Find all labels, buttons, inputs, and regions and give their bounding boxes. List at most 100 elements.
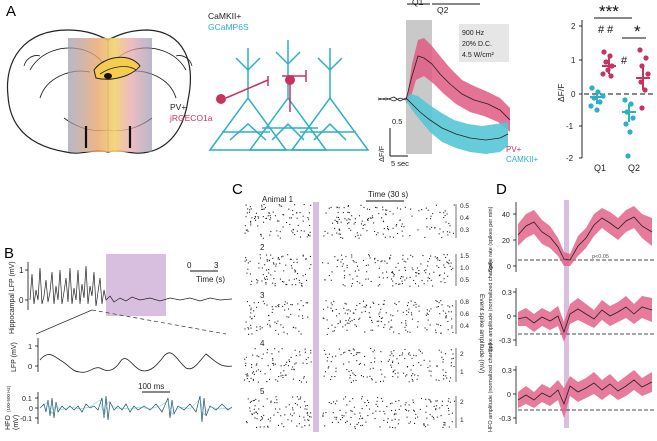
raster-dot xyxy=(277,380,279,382)
raster-dot xyxy=(402,235,404,237)
d1-ytick-40: 40 xyxy=(502,212,510,219)
raster-dot xyxy=(367,219,369,221)
raster-dot xyxy=(267,425,269,427)
raster-dot xyxy=(351,410,353,412)
raster-dot xyxy=(444,215,446,217)
lfp-time-end: 3 xyxy=(214,261,219,270)
raster-dot xyxy=(353,355,355,357)
raster-dot xyxy=(349,377,351,379)
raster-dot xyxy=(285,283,287,285)
raster-dot xyxy=(426,329,428,331)
raster-dot xyxy=(385,209,387,211)
raster-dot xyxy=(272,262,274,264)
raster-dot xyxy=(287,419,289,421)
raster-dot xyxy=(352,398,354,400)
raster-dot xyxy=(344,275,346,277)
raster-dot xyxy=(268,260,270,262)
raster-dot xyxy=(394,369,396,371)
raster-dot xyxy=(430,218,432,220)
raster-dot xyxy=(295,355,297,357)
raster-dot xyxy=(336,266,338,268)
raster-dot xyxy=(322,317,324,319)
raster-dot xyxy=(354,324,356,326)
raster-dot xyxy=(260,416,262,418)
raster-dot xyxy=(399,283,401,285)
raster-dot xyxy=(382,272,384,274)
raster-dot xyxy=(245,362,247,364)
raster-dot xyxy=(284,301,286,303)
raster-animal-4: 4 xyxy=(260,339,265,348)
raster-dot xyxy=(424,327,426,329)
raster-dot xyxy=(255,370,257,372)
raster-dot xyxy=(367,415,369,417)
raster-dot xyxy=(250,208,252,210)
raster-dot xyxy=(361,284,363,286)
raster-dot xyxy=(245,204,247,206)
raster-dot xyxy=(351,215,353,217)
raster-dot xyxy=(442,426,444,428)
raster-dot xyxy=(251,414,253,416)
raster-dot xyxy=(395,225,397,227)
raster-dot xyxy=(374,230,376,232)
raster-dot xyxy=(409,276,411,278)
raster-dot xyxy=(401,223,403,225)
raster-dot xyxy=(453,400,455,402)
raster-dot xyxy=(388,229,390,231)
raster-dot xyxy=(343,307,345,309)
raster-dot xyxy=(275,265,277,267)
raster-dot xyxy=(389,258,391,260)
neuron-label-camk-indicator: GCaMP6S xyxy=(208,22,249,32)
raster-dot xyxy=(400,208,402,210)
raster-dot xyxy=(424,236,426,238)
raster-dot xyxy=(358,318,360,320)
raster-dot xyxy=(395,283,397,285)
raster-dot xyxy=(253,412,255,414)
raster-dot xyxy=(450,311,452,313)
raster-dot xyxy=(443,374,445,376)
raster-dot xyxy=(431,226,433,228)
raster-dot xyxy=(368,255,370,257)
raster-dot xyxy=(300,230,302,232)
raster-dot xyxy=(250,312,252,314)
raster-dot xyxy=(296,261,298,263)
raster-dot xyxy=(283,331,285,333)
raster-dot xyxy=(257,381,259,383)
raster-dot xyxy=(288,279,290,281)
raster-dot xyxy=(341,417,343,419)
raster-dot xyxy=(298,330,300,332)
raster-dot xyxy=(255,411,257,413)
raster-dot xyxy=(370,280,372,282)
raster-dot xyxy=(246,212,248,214)
raster-dot xyxy=(296,396,298,398)
raster-dot xyxy=(449,380,451,382)
raster-dot xyxy=(389,354,391,356)
raster-dot xyxy=(306,412,308,414)
raster-dot xyxy=(346,369,348,371)
raster-dot xyxy=(411,215,413,217)
raster-dot xyxy=(356,423,358,425)
stim-params-box: 900 Hz 20% D.C. 4.5 W/cm² xyxy=(459,24,509,62)
raster-dot xyxy=(330,307,332,309)
raster-dot xyxy=(427,313,429,315)
raster-dot xyxy=(295,284,297,286)
d2-ytick-m03: -0.3 xyxy=(499,338,511,345)
raster-dot xyxy=(250,327,252,329)
raster-dot xyxy=(367,399,369,401)
raster-dot xyxy=(443,421,445,423)
raster-dot xyxy=(276,230,278,232)
raster-dot xyxy=(290,265,292,267)
raster-dot xyxy=(310,412,312,414)
raster-dots xyxy=(244,204,455,430)
raster-dot xyxy=(270,417,272,419)
raster-dot xyxy=(251,413,253,415)
raster-dot xyxy=(438,266,440,268)
raster-dot xyxy=(398,419,400,421)
raster-dot xyxy=(447,329,449,331)
raster-dot xyxy=(250,222,252,224)
raster-dot xyxy=(262,353,264,355)
raster-dot xyxy=(295,270,297,272)
d2-ylabel: Spike amplitude (normalized change) xyxy=(488,261,494,352)
raster-dot xyxy=(385,214,387,216)
raster-dot xyxy=(245,257,247,259)
raster-dot xyxy=(261,358,263,360)
